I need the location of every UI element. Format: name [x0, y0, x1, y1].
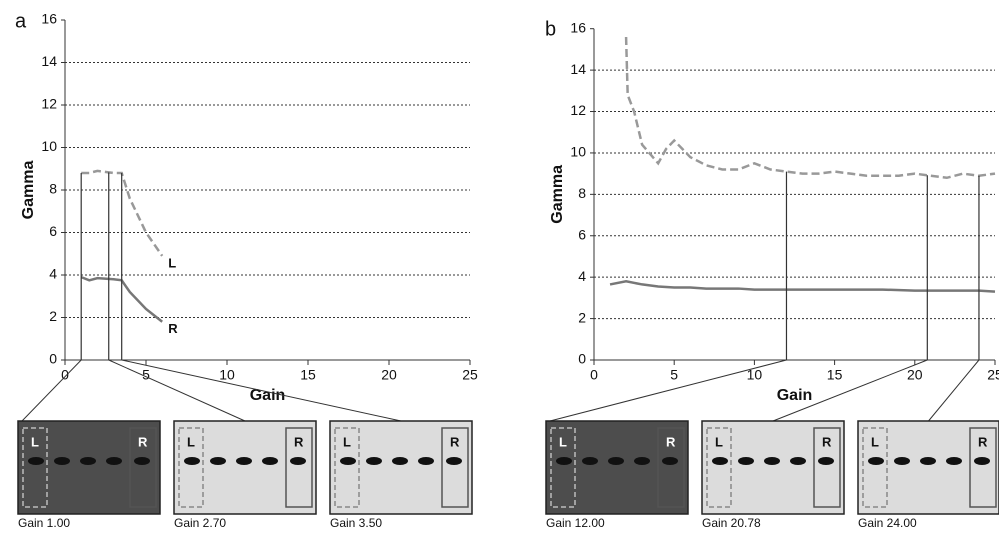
gel-band	[290, 457, 306, 465]
lane-label: R	[450, 434, 460, 449]
y-axis-label: Gamma	[549, 165, 566, 224]
y-tick-label: 0	[578, 351, 586, 367]
panel-label: b	[545, 18, 556, 40]
gel-band	[340, 457, 356, 465]
gel-band	[868, 457, 884, 465]
y-tick-label: 10	[570, 144, 586, 160]
gel-band	[818, 457, 834, 465]
x-tick-label: 15	[300, 367, 316, 383]
gel-band	[262, 457, 278, 465]
lane-label: R	[294, 434, 304, 449]
gel-band	[418, 457, 434, 465]
x-tick-label: 10	[219, 367, 235, 383]
y-tick-label: 0	[49, 351, 57, 367]
lane-label: L	[871, 434, 879, 449]
gel-band	[392, 457, 408, 465]
x-tick-label: 25	[987, 367, 999, 383]
y-tick-label: 16	[41, 11, 57, 27]
gel-band	[790, 457, 806, 465]
y-tick-label: 4	[49, 266, 57, 282]
y-tick-label: 10	[41, 138, 57, 154]
lane-label: R	[666, 434, 676, 449]
connector	[122, 360, 401, 421]
gel-band	[634, 457, 650, 465]
x-tick-label: 5	[670, 367, 678, 383]
gel-band	[446, 457, 462, 465]
lane-label: L	[343, 434, 351, 449]
x-tick-label: 15	[827, 367, 843, 383]
series-line	[626, 37, 995, 178]
lane-label: R	[822, 434, 832, 449]
gel-band	[712, 457, 728, 465]
y-tick-label: 2	[49, 308, 57, 324]
x-tick-label: 10	[747, 367, 763, 383]
gel-band	[80, 457, 96, 465]
y-tick-label: 6	[49, 223, 57, 239]
connector	[22, 360, 81, 421]
gel-band	[366, 457, 382, 465]
gel-band	[946, 457, 962, 465]
x-tick-label: 0	[61, 367, 69, 383]
inset-caption: Gain 12.00	[546, 516, 605, 530]
y-tick-label: 8	[578, 185, 586, 201]
lane-label: L	[559, 434, 567, 449]
gel-band	[210, 457, 226, 465]
x-tick-label: 20	[381, 367, 397, 383]
gel-band	[236, 457, 252, 465]
gel-band	[184, 457, 200, 465]
panel-label: a	[15, 10, 27, 32]
y-tick-label: 16	[570, 19, 586, 35]
x-tick-label: 20	[907, 367, 923, 383]
y-tick-label: 6	[578, 226, 586, 242]
y-tick-label: 4	[578, 268, 586, 284]
y-tick-label: 12	[570, 102, 586, 118]
gel-band	[582, 457, 598, 465]
lane-label: L	[715, 434, 723, 449]
y-tick-label: 14	[570, 61, 586, 77]
gel-band	[106, 457, 122, 465]
x-axis-label: Gain	[250, 387, 286, 404]
x-tick-label: 5	[142, 367, 150, 383]
gel-band	[54, 457, 70, 465]
gel-band	[556, 457, 572, 465]
x-tick-label: 0	[590, 367, 598, 383]
gel-band	[134, 457, 150, 465]
inset-caption: Gain 2.70	[174, 516, 226, 530]
gel-band	[738, 457, 754, 465]
y-tick-label: 2	[578, 309, 586, 325]
lane-label: L	[31, 434, 39, 449]
connector	[929, 360, 979, 421]
gel-band	[28, 457, 44, 465]
gel-band	[662, 457, 678, 465]
connector	[550, 360, 786, 421]
gel-band	[608, 457, 624, 465]
x-tick-label: 25	[462, 367, 478, 383]
figure: a02468101214160510152025GainGammaLRLRGai…	[0, 0, 999, 532]
gel-band	[894, 457, 910, 465]
series-label: L	[168, 255, 176, 270]
x-axis-label: Gain	[777, 387, 813, 404]
y-tick-label: 8	[49, 181, 57, 197]
inset-caption: Gain 3.50	[330, 516, 382, 530]
y-axis-label: Gamma	[20, 161, 37, 220]
y-tick-label: 14	[41, 53, 57, 69]
gel-band	[764, 457, 780, 465]
inset-caption: Gain 24.00	[858, 516, 917, 530]
lane-label: R	[138, 434, 148, 449]
lane-label: R	[978, 434, 988, 449]
inset-caption: Gain 1.00	[18, 516, 70, 530]
series-line	[610, 281, 995, 291]
series-label: R	[168, 321, 178, 336]
lane-label: L	[187, 434, 195, 449]
y-tick-label: 12	[41, 96, 57, 112]
gel-band	[974, 457, 990, 465]
gel-band	[920, 457, 936, 465]
inset-caption: Gain 20.78	[702, 516, 761, 530]
